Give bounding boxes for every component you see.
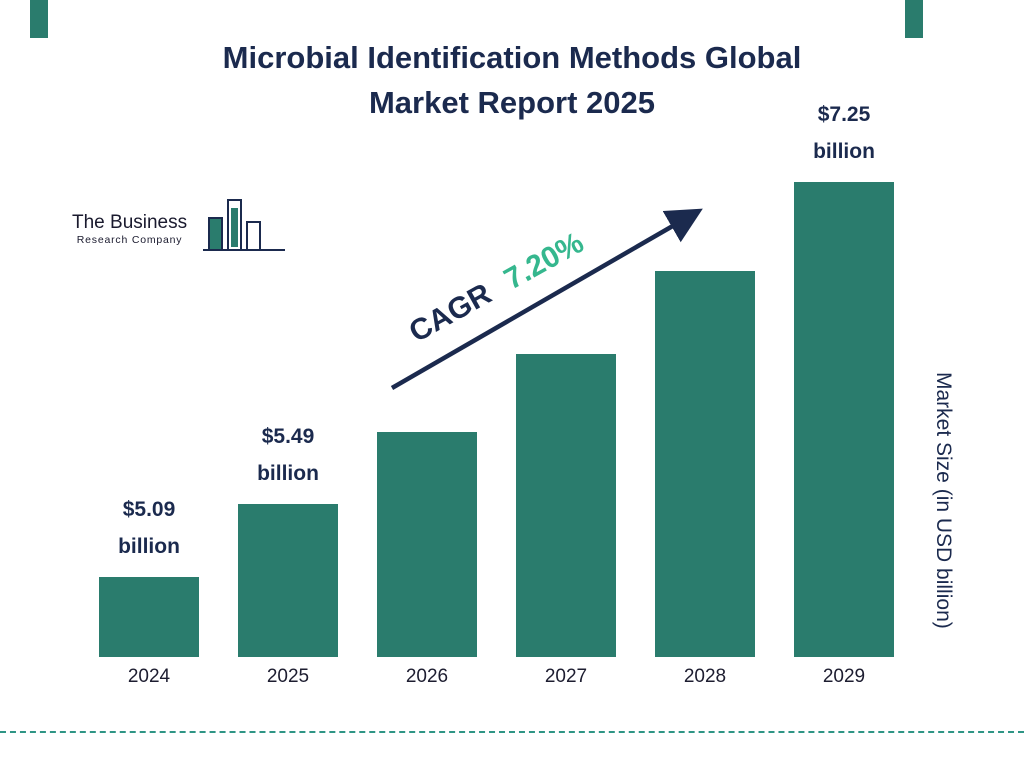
bar-2027 [516, 354, 616, 657]
x-tick-2027: 2027 [544, 666, 588, 687]
x-tick-2024: 2024 [127, 666, 171, 687]
right-axis-label: Market Size (in USD billion) [932, 371, 955, 629]
bar-chart-logo-icon [203, 199, 286, 251]
value-label-2025: $5.49 billion [257, 425, 319, 485]
corner-accent-right [905, 0, 923, 38]
page-title-line2: Market Report 2025 [368, 84, 655, 120]
company-subname: Research Company [76, 234, 183, 246]
bar-2028 [655, 271, 755, 657]
x-tick-2025: 2025 [266, 666, 310, 687]
bar-2026 [377, 432, 477, 657]
x-tick-2029: 2029 [822, 666, 866, 687]
bottom-dashed-divider [0, 731, 1024, 733]
bar-2025 [238, 504, 338, 657]
value-label-2029: $7.25 billion [813, 103, 875, 163]
x-tick-2026: 2026 [405, 666, 449, 687]
company-logo-text: The Business Research Company [72, 212, 187, 256]
value-label-2024: $5.09 billion [118, 498, 180, 558]
page-title-line1: Microbial Identification Methods Global [222, 40, 802, 75]
company-name: The Business [72, 212, 188, 233]
bar-2024 [99, 577, 199, 657]
corner-accent-left [30, 0, 48, 38]
bar-2029 [794, 182, 894, 657]
company-logo: The Business Research Company [72, 192, 287, 256]
x-tick-2028: 2028 [683, 666, 727, 687]
page-title: Microbial Identification Methods Global … [0, 36, 1024, 126]
